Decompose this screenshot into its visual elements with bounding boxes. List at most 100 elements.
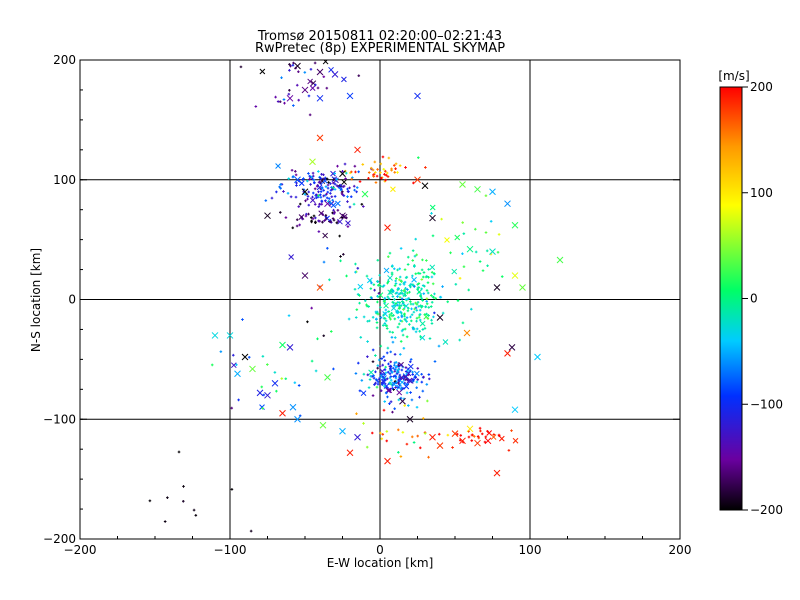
data-point-cross — [474, 185, 481, 193]
data-point — [384, 169, 387, 173]
data-point — [400, 363, 403, 367]
data-point — [397, 322, 401, 326]
data-point — [406, 367, 410, 371]
data-point — [462, 232, 466, 235]
colorbar — [720, 87, 742, 510]
data-point — [336, 208, 340, 212]
data-point — [286, 191, 290, 195]
data-point — [421, 299, 424, 302]
data-point — [396, 311, 399, 315]
data-point — [419, 335, 422, 339]
data-point — [405, 335, 409, 339]
data-point — [426, 399, 429, 403]
data-point — [339, 255, 342, 258]
data-point — [319, 193, 322, 197]
axis-ticks: −200 −100 0 100 200 −200 −100 0 100 200 — [43, 53, 691, 557]
data-point — [343, 162, 347, 166]
data-point — [333, 188, 337, 191]
data-point-cross — [511, 272, 519, 279]
data-point — [421, 275, 425, 279]
data-point — [376, 294, 379, 298]
data-point — [418, 272, 422, 275]
data-point — [405, 442, 409, 446]
data-point — [372, 374, 375, 378]
data-point-cross — [294, 415, 301, 423]
data-point — [476, 435, 480, 438]
data-point — [418, 395, 421, 399]
data-point-cross — [286, 344, 294, 351]
data-point — [385, 430, 389, 433]
data-point-cross — [402, 374, 409, 381]
data-point — [430, 212, 433, 215]
data-point — [481, 269, 485, 272]
data-point — [308, 174, 312, 178]
data-point-cross — [466, 245, 474, 253]
data-point — [375, 174, 379, 178]
data-point — [395, 291, 399, 295]
data-point — [421, 328, 425, 331]
data-point — [404, 366, 408, 369]
data-point — [467, 435, 471, 439]
data-point — [492, 433, 496, 436]
data-point — [425, 289, 429, 292]
data-point-cross — [354, 146, 361, 154]
data-point — [311, 171, 315, 175]
data-point — [404, 318, 407, 322]
data-point — [455, 432, 459, 436]
y-tick-label: 200 — [53, 53, 76, 67]
data-point — [432, 295, 435, 299]
data-point — [411, 373, 415, 376]
data-point — [311, 217, 315, 220]
data-point — [294, 195, 298, 199]
data-point — [314, 83, 317, 87]
data-point — [264, 199, 268, 202]
x-tick-label: −100 — [214, 543, 247, 557]
data-point — [391, 410, 394, 414]
data-point — [393, 353, 397, 356]
data-point — [359, 336, 363, 339]
data-point — [318, 202, 321, 206]
data-point — [310, 219, 313, 223]
data-point — [423, 327, 427, 330]
data-point — [385, 386, 389, 389]
data-point — [210, 363, 214, 367]
data-point — [333, 172, 337, 175]
data-point — [404, 290, 407, 294]
data-point — [380, 437, 384, 441]
data-point — [350, 170, 353, 174]
data-point — [329, 182, 332, 185]
data-point — [357, 170, 360, 174]
data-point-cross — [442, 339, 449, 345]
data-point — [163, 520, 167, 523]
data-point — [433, 360, 437, 363]
data-point-cross — [316, 134, 324, 142]
data-point — [275, 190, 278, 194]
data-point — [317, 194, 320, 197]
data-point — [306, 197, 309, 201]
data-point — [449, 251, 452, 255]
data-point-cross — [279, 409, 286, 417]
data-point — [366, 340, 369, 343]
data-point — [371, 168, 375, 172]
data-point — [372, 173, 376, 176]
data-point — [437, 432, 441, 436]
data-point — [390, 314, 394, 318]
colorbar-tick-label: 100 — [750, 186, 773, 200]
data-point — [314, 216, 317, 220]
data-point — [397, 363, 400, 367]
data-point-cross — [368, 369, 374, 376]
data-point — [430, 275, 434, 279]
data-point — [429, 305, 433, 308]
data-point — [330, 188, 334, 191]
data-point — [424, 166, 427, 169]
data-point — [287, 314, 291, 317]
data-point — [322, 260, 326, 264]
data-point — [332, 208, 335, 212]
data-point — [322, 334, 326, 338]
data-point — [378, 273, 381, 277]
data-point — [389, 350, 393, 354]
data-point — [367, 177, 370, 180]
data-point — [405, 320, 408, 323]
data-point — [390, 272, 394, 276]
data-point — [326, 190, 330, 194]
